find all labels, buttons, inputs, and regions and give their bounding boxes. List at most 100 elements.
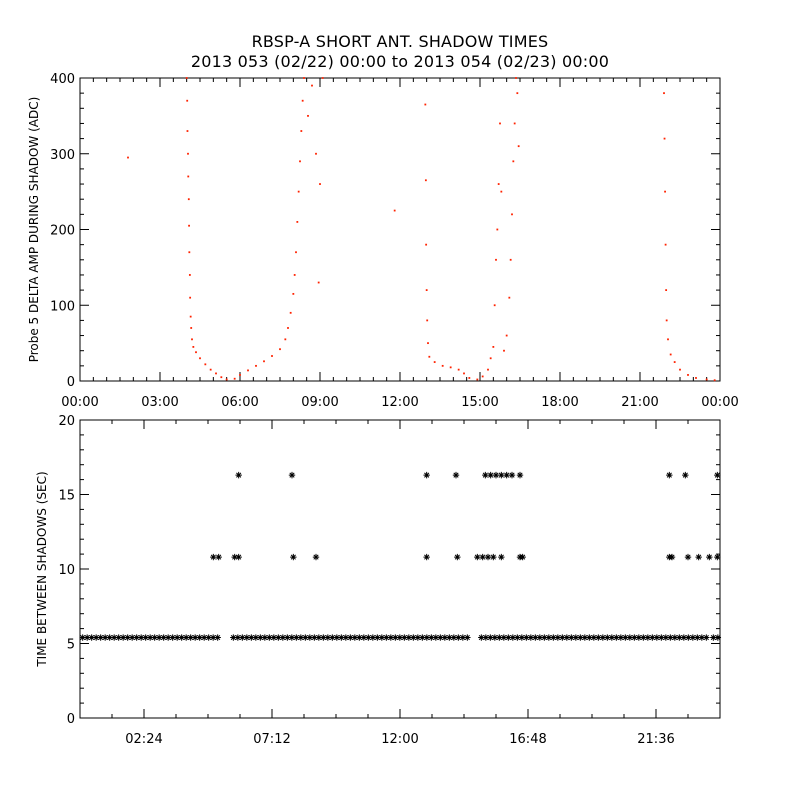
data-point [295,251,297,254]
data-point [459,634,467,641]
data-point [669,353,672,356]
data-point [511,213,513,216]
data-point [689,634,697,641]
data-point [405,634,413,641]
data-point [653,634,661,641]
data-point [493,304,496,307]
data-point [214,634,221,641]
data-point [516,471,524,479]
data-point [452,471,460,479]
data-point [190,327,193,329]
x-tick-label: 09:00 [301,395,338,410]
y-tick-label: 100 [50,299,75,314]
data-point [209,368,212,371]
data-point [518,634,526,641]
data-point [449,366,452,369]
data-point [482,634,490,641]
data-point [673,361,676,363]
data-point [517,145,520,148]
data-point [505,334,508,337]
y-tick-label: 5 [67,638,75,653]
data-point [311,84,313,87]
x-tick-label: 03:00 [141,395,178,410]
data-point [508,296,511,299]
data-point [186,99,189,102]
data-point [668,553,676,561]
data-point [550,634,557,641]
data-point [658,634,665,641]
data-point [508,471,516,479]
y-tick-label: 20 [58,414,75,429]
data-point [423,634,431,641]
data-point [263,360,265,363]
plot-frame [79,419,721,719]
data-point [671,634,679,641]
data-point [169,634,176,641]
data-point [160,634,167,641]
x-tick-label: 15:00 [461,395,498,410]
data-point [204,363,207,366]
data-point [270,634,278,641]
data-point [714,553,721,561]
data-point [664,243,667,246]
data-point [151,634,158,641]
data-point [321,77,324,79]
data-point [279,634,287,641]
data-point [663,137,666,140]
data-point [410,634,417,641]
data-point [667,338,669,341]
data-point [626,634,634,641]
data-point [290,553,297,561]
data-point [312,553,320,561]
data-point [195,351,197,354]
y-tick-label: 400 [50,72,75,87]
data-point [441,364,444,367]
data-point [187,634,194,641]
data-point [209,634,217,641]
data-point [482,471,489,479]
data-point [133,634,140,641]
data-point [698,634,706,641]
data-point [568,634,575,641]
data-point [523,634,530,641]
data-point [476,378,479,381]
data-point [401,634,408,641]
data-point [559,634,566,641]
data-point [187,175,190,178]
data-point [427,342,429,345]
data-point [498,553,505,561]
data-point [428,634,435,641]
data-point [220,376,223,379]
data-point [199,357,201,360]
data-point [703,634,710,641]
data-point [279,348,281,351]
data-point [503,471,510,479]
data-point [196,634,203,641]
data-point [101,634,109,641]
data-point [503,349,505,352]
data-point [115,634,122,641]
data-point [500,190,503,193]
data-point [513,122,516,125]
data-point [317,281,320,284]
data-point [684,553,692,561]
data-point [191,634,199,641]
data-point [505,634,512,641]
data-point [662,634,670,641]
data-point [360,634,368,641]
data-point [478,634,485,641]
data-point [479,553,486,561]
data-point [124,634,131,641]
data-point [374,634,381,641]
x-tick-label: 06:00 [221,395,258,410]
data-point [248,634,255,641]
data-point [235,471,242,479]
data-point [369,634,377,641]
series-1 [127,77,716,382]
y-tick-label: 300 [50,148,75,163]
data-point [492,471,500,479]
data-point [577,634,584,641]
data-point [441,634,449,641]
data-point [182,634,190,641]
